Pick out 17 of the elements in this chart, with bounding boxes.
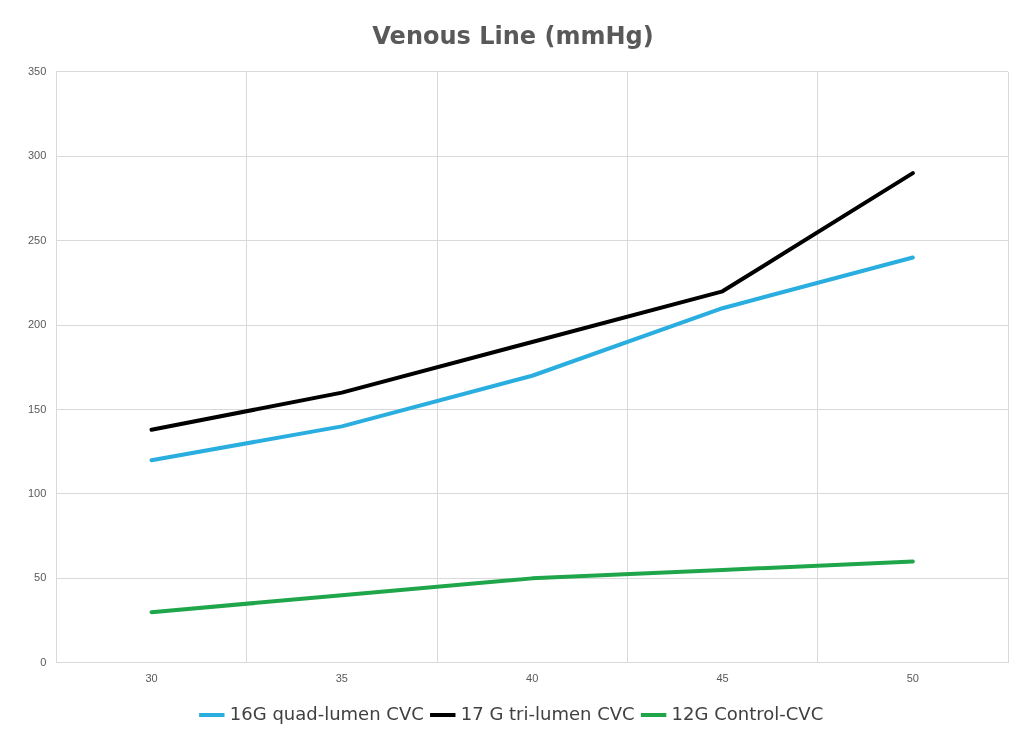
y-tick-label: 200 xyxy=(27,318,47,331)
y-tick-label: 100 xyxy=(27,486,47,499)
legend-label: 16G quad-lumen CVC xyxy=(229,702,424,724)
legend-label: 17 G tri-lumen CVC xyxy=(460,702,635,724)
y-tick-label: 300 xyxy=(27,149,47,162)
x-tick-label: 35 xyxy=(335,672,348,685)
x-tick-label: 30 xyxy=(145,672,158,685)
y-tick-label: 350 xyxy=(27,64,47,77)
y-tick-label: 50 xyxy=(34,571,47,584)
y-tick-label: 150 xyxy=(27,402,47,415)
x-tick-label: 50 xyxy=(906,672,919,685)
x-tick-label: 45 xyxy=(716,672,729,685)
legend-label: 12G Control-CVC xyxy=(671,702,824,724)
y-tick-label: 0 xyxy=(40,655,47,668)
chart-title: Venous Line (mmHg) xyxy=(372,21,654,50)
x-tick-label: 40 xyxy=(526,672,539,685)
y-tick-label: 250 xyxy=(27,233,47,246)
